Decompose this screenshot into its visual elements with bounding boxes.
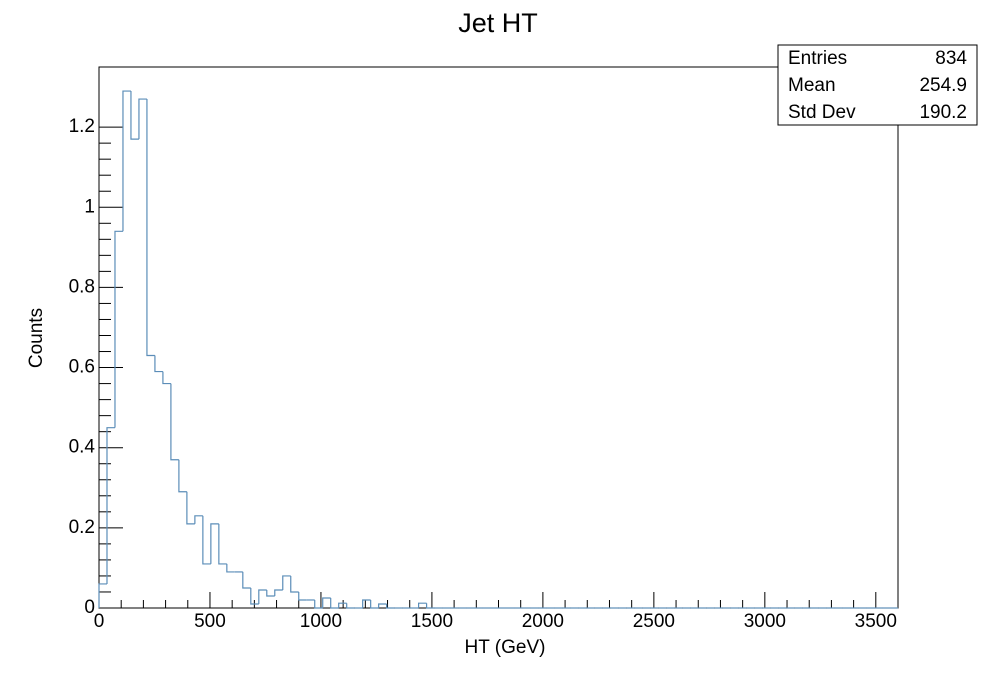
histogram-bin — [338, 602, 347, 608]
histogram-bin — [378, 603, 387, 608]
y-tick-label: 1.2 — [69, 116, 95, 137]
y-tick-label: 0.8 — [69, 276, 95, 297]
stats-value: 254.9 — [919, 75, 967, 96]
x-tick-label: 2000 — [522, 611, 564, 632]
histogram-bin — [266, 589, 275, 597]
y-tick-label: 0.4 — [69, 437, 96, 458]
histogram-bin — [114, 230, 123, 428]
histogram-bin — [170, 383, 179, 461]
x-tick-label: 0 — [94, 611, 105, 632]
histogram-bin — [210, 523, 219, 564]
histogram-bin — [322, 597, 331, 608]
stats-box — [777, 44, 978, 126]
stats-label: Mean — [788, 75, 836, 96]
y-tick-label: 0 — [84, 597, 95, 618]
histogram-bin — [154, 355, 163, 373]
histogram-bin — [186, 491, 195, 525]
histogram-bin — [274, 589, 283, 596]
x-tick-label: 3000 — [744, 611, 786, 632]
histogram-bin — [194, 515, 203, 524]
histogram-bin — [258, 589, 267, 604]
x-tick-label: 1000 — [300, 611, 342, 632]
x-tick-label: 2500 — [633, 611, 675, 632]
histogram-bin — [130, 91, 139, 140]
histogram-bin — [122, 90, 131, 232]
x-tick-label: 3500 — [855, 611, 897, 632]
histogram-bin — [282, 575, 291, 590]
x-tick-label: 1500 — [411, 611, 453, 632]
y-tick-label: 1 — [84, 196, 95, 217]
stats-value: 834 — [935, 48, 967, 69]
histogram-bin — [425, 603, 435, 609]
histogram-bin — [298, 591, 307, 601]
histogram-bin — [290, 575, 299, 593]
histogram-bin — [418, 602, 427, 608]
histogram-bin — [346, 603, 355, 609]
histogram-bin — [370, 599, 379, 609]
histogram-bin — [98, 583, 107, 608]
y-axis-label: Counts — [26, 308, 47, 368]
histogram-bin — [242, 571, 251, 589]
histogram-bin — [314, 599, 323, 609]
histogram-bin — [202, 515, 211, 565]
histogram-bin — [218, 523, 227, 565]
histogram-bin — [330, 597, 339, 609]
stats-label: Entries — [788, 48, 847, 69]
y-tick-label: 0.2 — [69, 517, 95, 538]
histogram-bin — [178, 459, 187, 493]
histogram-bin — [138, 98, 147, 140]
histogram-bin — [386, 603, 395, 609]
histogram-bin — [162, 371, 171, 385]
chart-title: Jet HT — [458, 8, 538, 38]
histogram-bin — [146, 99, 155, 357]
histogram-bin — [106, 427, 115, 584]
x-axis-label: HT (GeV) — [465, 637, 546, 658]
histogram-bin — [362, 599, 371, 608]
histogram-bin — [250, 587, 259, 605]
y-tick-label: 0.6 — [69, 357, 95, 378]
stats-value: 190.2 — [919, 102, 967, 123]
stats-label: Std Dev — [788, 102, 856, 123]
x-tick-label: 500 — [194, 611, 226, 632]
histogram-bin — [226, 563, 235, 573]
